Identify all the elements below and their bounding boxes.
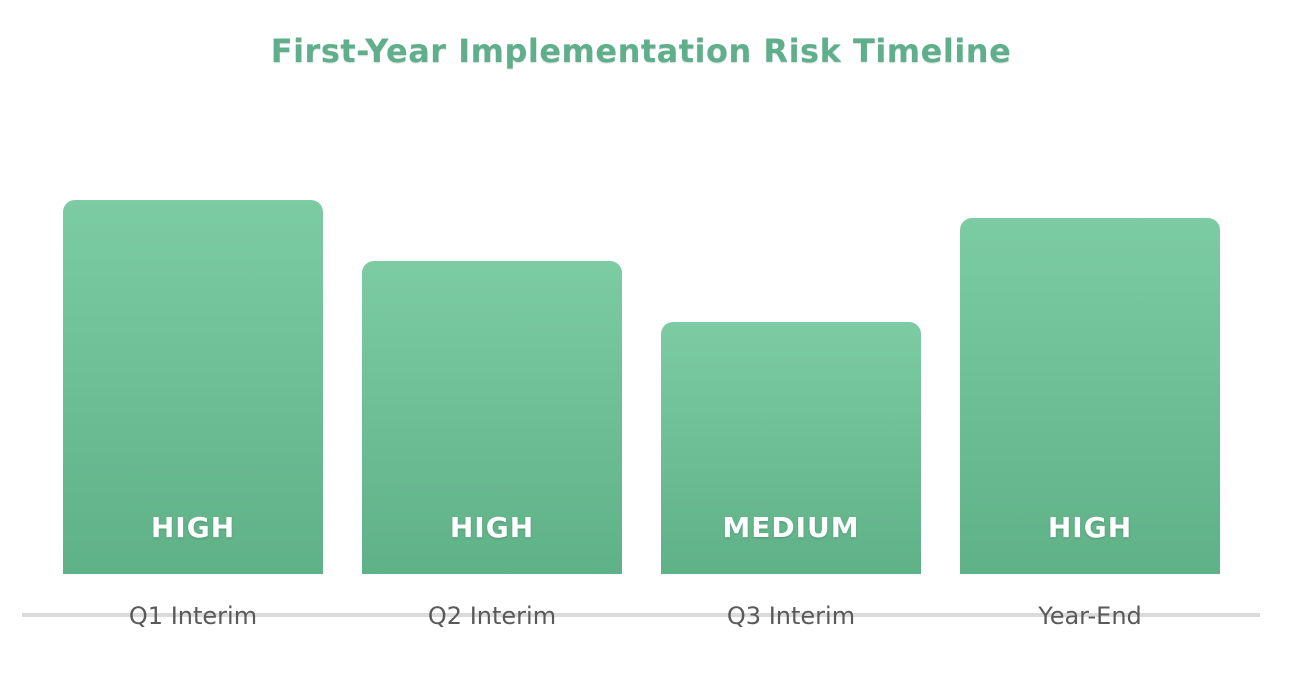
bar-value-label: HIGH: [1047, 511, 1133, 544]
risk-bar: HIGH: [63, 200, 323, 574]
bar-value-label: MEDIUM: [722, 511, 860, 544]
chart-title: First-Year Implementation Risk Timeline: [270, 32, 1012, 70]
x-axis-tick-label: Q3 Interim: [726, 602, 856, 630]
x-axis-tick-label: Q1 Interim: [128, 602, 258, 630]
risk-bar: MEDIUM: [661, 322, 921, 574]
x-axis-line: [22, 613, 1260, 617]
risk-bar: HIGH: [960, 218, 1220, 574]
risk-bar: HIGH: [362, 261, 622, 574]
x-axis-tick-label: Year-End: [1038, 602, 1142, 630]
bar-value-label: HIGH: [150, 511, 236, 544]
bar-value-label: HIGH: [449, 511, 535, 544]
x-axis-tick-label: Q2 Interim: [427, 602, 557, 630]
